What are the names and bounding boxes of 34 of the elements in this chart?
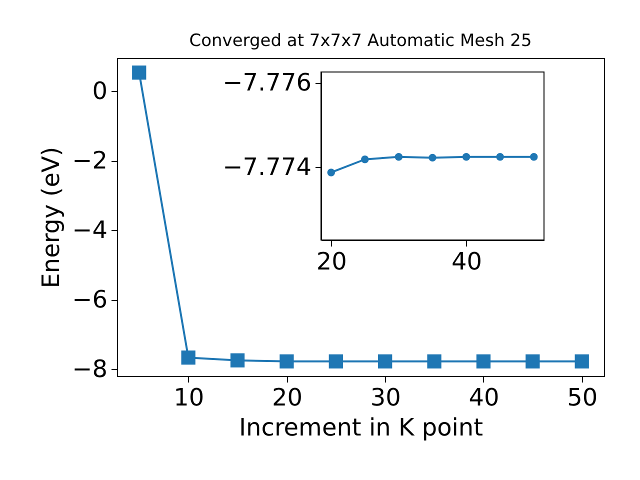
point [378,354,392,368]
point [280,354,294,368]
point [328,354,343,368]
y-axis-title: Energy (eV) [37,146,66,288]
point [530,152,538,161]
y-tick-label: −8 [72,354,108,383]
x-tick-label: 40 [452,248,482,276]
y-tick-label: −2 [72,146,108,174]
x-tick-label: 20 [272,384,302,412]
y-tick-label: −7.774 [222,152,312,181]
y-tick-label: 0 [92,76,108,105]
point [574,354,589,368]
point [427,354,442,368]
y-tick-label: −7.776 [222,68,312,96]
point [132,66,146,80]
y-tick-label: −6 [72,285,108,314]
chart-title: Converged at 7x7x7 Automatic Mesh 25 [189,31,532,51]
point [230,353,245,368]
x-tick-label: 20 [316,248,347,276]
point [496,152,504,161]
y-tick-label: −4 [72,216,108,244]
point [394,152,403,161]
point [428,154,436,162]
point [476,354,491,368]
x-tick-label: 40 [468,384,500,412]
point [526,354,540,368]
x-tick-label: 50 [567,384,598,412]
point [361,156,369,164]
x-tick-label: 10 [174,384,204,412]
x-tick-label: 30 [370,384,401,412]
point [181,350,196,365]
point [462,152,470,161]
x-axis-title: Increment in K point [238,414,484,442]
point [327,168,336,176]
